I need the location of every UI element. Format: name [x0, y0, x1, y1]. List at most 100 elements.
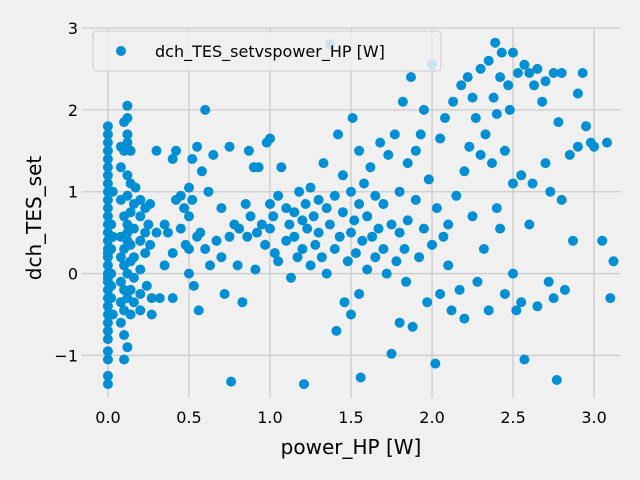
data-point: [135, 211, 146, 222]
data-point: [119, 354, 130, 365]
data-point: [256, 219, 267, 230]
data-point: [605, 293, 616, 304]
data-point: [551, 375, 562, 385]
data-point: [135, 264, 146, 275]
legend-entry-label: dch_TES_setvspower_HP [W]: [155, 42, 385, 62]
data-point: [454, 284, 465, 295]
data-point: [389, 129, 400, 140]
data-point: [269, 248, 280, 259]
data-point: [373, 223, 384, 234]
data-point: [462, 72, 473, 83]
data-point: [300, 199, 311, 209]
data-point: [503, 80, 514, 91]
data-point: [511, 305, 522, 316]
data-point: [297, 244, 308, 254]
y-tick-label: 3: [68, 19, 78, 38]
data-point: [519, 354, 530, 365]
x-tick-label: 2.0: [419, 408, 444, 427]
data-point: [370, 190, 381, 201]
data-point: [313, 227, 324, 238]
data-point: [446, 305, 457, 316]
data-point: [568, 235, 578, 246]
data-point: [102, 334, 113, 345]
data-point: [115, 252, 126, 263]
data-point: [532, 301, 543, 312]
data-point: [467, 92, 478, 103]
data-point: [102, 194, 113, 205]
data-point: [203, 186, 214, 197]
data-point: [102, 317, 113, 328]
x-tick-label: 0.0: [95, 408, 120, 427]
data-point: [162, 227, 173, 238]
data-point: [608, 256, 619, 267]
data-point: [427, 239, 437, 250]
data-point: [268, 211, 279, 222]
data-point: [564, 149, 575, 160]
data-point: [232, 260, 243, 271]
data-point: [329, 190, 340, 201]
data-point: [102, 121, 113, 132]
data-point: [418, 104, 429, 115]
data-point: [167, 248, 178, 259]
data-point: [265, 223, 275, 234]
data-point: [102, 301, 113, 312]
data-point: [495, 72, 506, 83]
x-tick-label: 0.5: [176, 408, 201, 427]
data-point: [102, 346, 113, 357]
data-point: [316, 252, 327, 263]
x-tick-label: 2.5: [500, 408, 525, 427]
data-point: [410, 145, 421, 156]
data-point: [349, 215, 360, 226]
data-point: [286, 272, 296, 283]
legend: dch_TES_setvspower_HP [W]: [92, 30, 442, 72]
y-tick-label: 2: [68, 101, 78, 120]
data-point: [483, 55, 494, 66]
data-point: [478, 244, 489, 254]
data-point: [175, 223, 186, 234]
data-point: [179, 203, 190, 214]
data-points: [102, 37, 619, 390]
data-point: [397, 96, 408, 107]
data-point: [106, 293, 117, 304]
data-point: [491, 109, 502, 119]
data-point: [386, 348, 397, 359]
data-point: [200, 244, 211, 254]
data-point: [318, 158, 329, 169]
data-point: [106, 219, 117, 230]
data-point: [540, 158, 551, 169]
data-point: [375, 137, 386, 148]
data-point: [115, 276, 126, 287]
data-point: [394, 186, 405, 197]
data-point: [243, 145, 254, 156]
data-point: [383, 149, 394, 160]
data-point: [102, 178, 113, 189]
data-point: [102, 129, 113, 140]
data-point: [167, 293, 178, 304]
data-point: [572, 141, 583, 152]
data-point: [294, 186, 305, 197]
data-point: [276, 162, 287, 173]
data-point: [508, 178, 518, 189]
data-point: [122, 113, 133, 123]
data-point: [128, 297, 139, 308]
data-point: [226, 376, 237, 387]
data-point: [480, 129, 491, 140]
data-point: [331, 325, 342, 336]
data-point: [122, 342, 133, 353]
data-point: [519, 59, 530, 70]
data-point: [365, 162, 376, 173]
data-point: [577, 68, 588, 78]
data-point: [553, 117, 564, 128]
data-point: [135, 305, 146, 316]
data-point: [281, 203, 292, 214]
data-point: [359, 178, 369, 189]
data-point: [205, 260, 215, 271]
data-point: [102, 370, 113, 381]
data-point: [125, 309, 136, 320]
data-point: [242, 231, 253, 242]
data-point: [402, 215, 413, 226]
y-tick-label: 0: [68, 265, 78, 284]
data-point: [394, 227, 405, 238]
data-point: [167, 154, 178, 164]
data-point: [102, 379, 113, 390]
